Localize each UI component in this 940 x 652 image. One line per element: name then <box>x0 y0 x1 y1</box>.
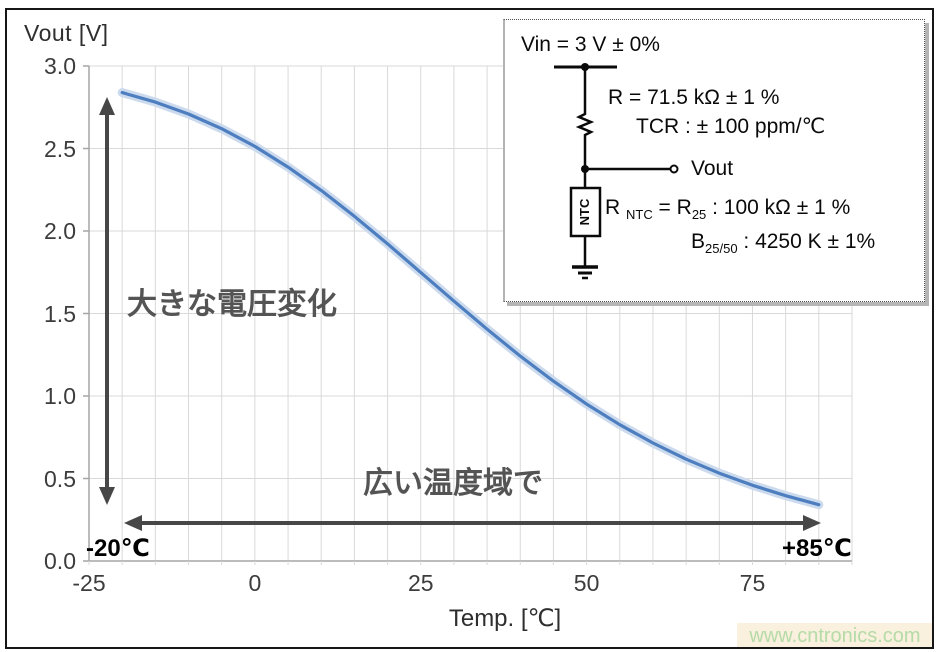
series-resistor-label: R = 71.5 kΩ ± 1 % <box>608 86 780 109</box>
b-value: : 4250 K ± 1% <box>737 230 876 253</box>
temp-range-label: 広い温度域で <box>363 467 543 500</box>
rntc-sub-25: 25 <box>691 207 707 223</box>
rntc-sub-ntc: NTC <box>626 207 653 223</box>
resistor-symbol <box>575 111 595 138</box>
b-constant-label: B25/50 : 4250 K ± 1% <box>691 230 875 256</box>
annotation-arrows <box>99 97 821 531</box>
b-symbol: B <box>691 230 706 253</box>
y-tick-2.5: 2.5 <box>44 135 76 162</box>
y-tick-0.0: 0.0 <box>44 548 76 574</box>
y-tick-2.0: 2.0 <box>44 218 76 244</box>
x-tick-75: 75 <box>739 570 766 596</box>
x-tick--25: -25 <box>72 570 106 596</box>
ntc-resistance-label: R NTC = R25 : 100 kΩ ± 1 % <box>605 196 850 222</box>
x-tick-50: 50 <box>573 570 600 596</box>
y-tick-3.0: 3.0 <box>44 53 76 79</box>
vin-label: Vin = 3 V ± 0% <box>521 33 660 56</box>
ntc-label: NTC <box>577 198 592 225</box>
y-tick-1.5: 1.5 <box>44 300 76 327</box>
x-tick-0: 0 <box>248 570 262 596</box>
y-tick-1.0: 1.0 <box>44 383 76 409</box>
temp-max-label: +85℃ <box>782 535 852 562</box>
x-axis-title: Temp. [℃] <box>448 605 562 632</box>
rntc-value: : 100 kΩ ± 1 % <box>706 196 851 219</box>
b-sub: 25/50 <box>705 241 738 257</box>
y-tick-0.5: 0.5 <box>44 465 76 492</box>
tcr-label: TCR : ± 100 ppm/℃ <box>636 115 826 138</box>
y-axis-title: Vout [V] <box>24 20 109 46</box>
x-tick-25: 25 <box>407 570 434 596</box>
watermark: www.cntronics.com <box>737 623 933 649</box>
circuit-inset-box: NTC Vin = 3 V ± 0% R = 71.5 kΩ ± 1 % TCR… <box>503 19 925 302</box>
voltage-change-label: 大きな電圧変化 <box>127 288 337 321</box>
vout-temperature-curve <box>117 88 824 510</box>
axis-lines <box>83 65 853 565</box>
watermark-text: www.cntronics.com <box>749 624 921 647</box>
vout-terminal <box>669 164 679 174</box>
vout-label: Vout <box>691 157 734 180</box>
rntc-r: R <box>605 196 626 219</box>
temp-min-label: -20℃ <box>86 535 150 562</box>
rntc-eq: = R <box>652 196 692 219</box>
circuit-diagram: NTC <box>554 63 679 280</box>
